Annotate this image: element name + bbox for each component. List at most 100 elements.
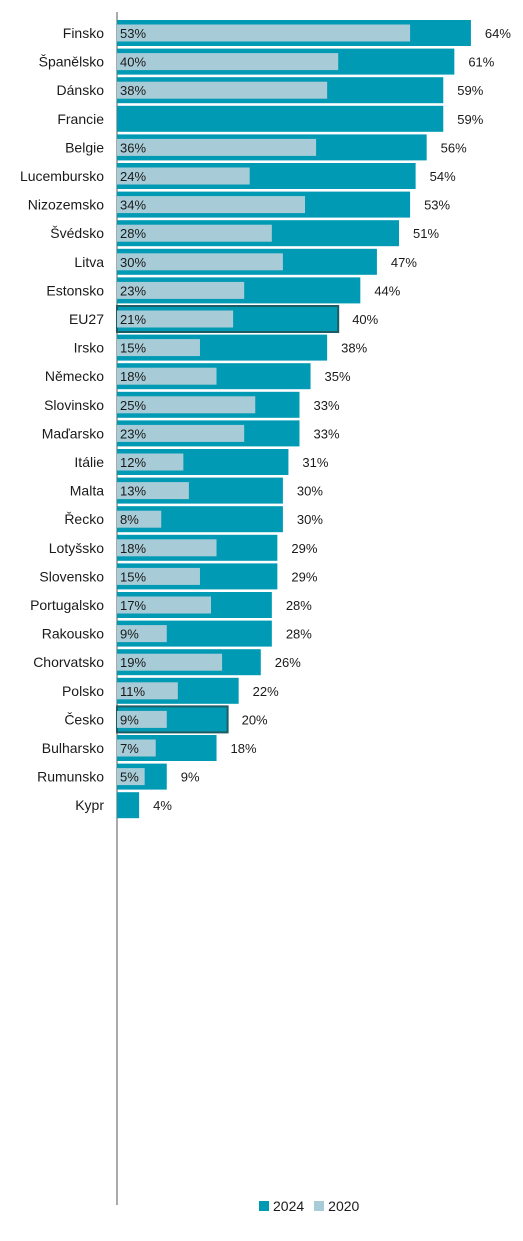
value-label-2024: 33% [313, 426, 339, 441]
value-label-2024: 56% [441, 140, 467, 155]
category-label: Kypr [75, 797, 104, 813]
category-label: Francie [57, 111, 104, 127]
category-label: Rumunsko [37, 769, 104, 785]
value-label-2020: 23% [120, 426, 146, 441]
value-label-2020: 53% [120, 26, 146, 41]
value-label-2024: 44% [374, 283, 400, 298]
category-label: Dánsko [57, 82, 105, 98]
value-label-2020: 40% [120, 55, 146, 70]
legend-swatch-2020 [314, 1201, 325, 1211]
bar-2020-litva [117, 253, 283, 271]
bar-2020-dánsko [117, 81, 328, 99]
bar-2020-finsko [117, 24, 411, 42]
value-label-2024: 9% [181, 770, 200, 785]
value-label-2024: 30% [297, 512, 323, 527]
bar-2020-rakousko [117, 625, 167, 643]
value-label-2024: 35% [325, 369, 351, 384]
value-label-2024: 47% [391, 255, 417, 270]
bar-2020-slovensko [117, 567, 200, 585]
category-label: Litva [74, 254, 104, 270]
value-label-2024: 29% [291, 541, 317, 556]
value-label-2020: 18% [120, 541, 146, 556]
legend-label-2020: 2020 [328, 1198, 360, 1214]
value-label-2020: 11% [120, 684, 145, 699]
bar-2020-maďarsko [117, 424, 245, 442]
bar-2020-itálie [117, 453, 184, 471]
value-label-2024: 59% [457, 83, 483, 98]
value-label-2020: 7% [120, 741, 139, 756]
value-label-2020: 9% [120, 627, 139, 642]
value-label-2020: 30% [120, 255, 146, 270]
category-label: Lotyšsko [49, 540, 104, 556]
category-label: Belgie [65, 139, 104, 155]
value-label-2024: 31% [302, 455, 328, 470]
category-label: Lucembursko [20, 168, 104, 184]
value-label-2024: 59% [457, 112, 483, 127]
value-label-2024: 54% [430, 169, 456, 184]
bar-2020-lucembursko [117, 167, 250, 185]
category-label: Řecko [64, 511, 104, 527]
value-label-2024: 28% [286, 627, 312, 642]
category-label: Německo [45, 368, 104, 384]
value-label-2024: 20% [242, 712, 268, 727]
category-label: Česko [64, 711, 104, 727]
value-label-2020: 34% [120, 198, 146, 213]
category-label: Španělsko [39, 54, 105, 70]
bar-2020-malta [117, 482, 189, 500]
value-label-2020: 18% [120, 369, 146, 384]
value-label-2020: 25% [120, 398, 146, 413]
bar-2020-chorvatsko [117, 653, 223, 671]
value-label-2024: 38% [341, 341, 367, 356]
bar-2020-belgie [117, 138, 317, 156]
value-label-2024: 64% [485, 26, 511, 41]
value-label-2024: 30% [297, 484, 323, 499]
bar-2020-španělsko [117, 53, 339, 71]
category-label: Itálie [74, 454, 104, 470]
category-label: Maďarsko [42, 425, 105, 441]
value-label-2020: 5% [120, 770, 139, 785]
value-label-2020: 15% [120, 569, 146, 584]
legend-item-2024: 2024 [259, 1198, 304, 1214]
category-label: Portugalsko [30, 597, 104, 613]
legend: 2024 2020 [259, 1198, 369, 1214]
value-label-2020: 36% [120, 140, 146, 155]
bar-2020-bulharsko [117, 739, 156, 757]
bar-2020-řecko [117, 510, 162, 528]
category-label: Slovensko [39, 568, 104, 584]
value-label-2024: 33% [313, 398, 339, 413]
value-label-2020: 28% [120, 226, 146, 241]
value-label-2024: 29% [291, 569, 317, 584]
legend-label-2024: 2024 [273, 1198, 305, 1214]
value-label-2024: 53% [424, 198, 450, 213]
value-label-2020: 9% [120, 712, 139, 727]
value-label-2020: 19% [120, 655, 146, 670]
value-label-2024: 22% [253, 684, 279, 699]
value-label-2024: 26% [275, 655, 301, 670]
bar-2020-německo [117, 367, 217, 385]
category-label: Rakousko [42, 626, 104, 642]
value-label-2020: 17% [120, 598, 146, 613]
category-label: Švédsko [50, 225, 104, 241]
bar-2020-polsko [117, 682, 178, 700]
bar-2020-eu27 [117, 310, 234, 328]
value-label-2020: 23% [120, 283, 146, 298]
legend-swatch-2024 [259, 1201, 269, 1211]
category-label: Estonsko [46, 282, 104, 298]
category-label: Nizozemsko [28, 197, 104, 213]
category-label: Polsko [62, 683, 104, 699]
bar-2020-švédsko [117, 224, 272, 242]
bar-2024-kypr [117, 792, 140, 819]
category-label: Irsko [74, 340, 105, 356]
bar-2020-estonsko [117, 281, 245, 299]
value-label-2020: 15% [120, 341, 146, 356]
value-label-2020: 13% [120, 484, 146, 499]
value-label-2020: 21% [120, 312, 146, 327]
legend-item-2020: 2020 [314, 1198, 359, 1214]
category-label: Chorvatsko [33, 654, 104, 670]
category-label: Finsko [63, 25, 104, 41]
value-label-2024: 51% [413, 226, 439, 241]
value-label-2024: 4% [153, 798, 172, 813]
bar-2020-irsko [117, 339, 200, 357]
value-label-2024: 40% [352, 312, 378, 327]
